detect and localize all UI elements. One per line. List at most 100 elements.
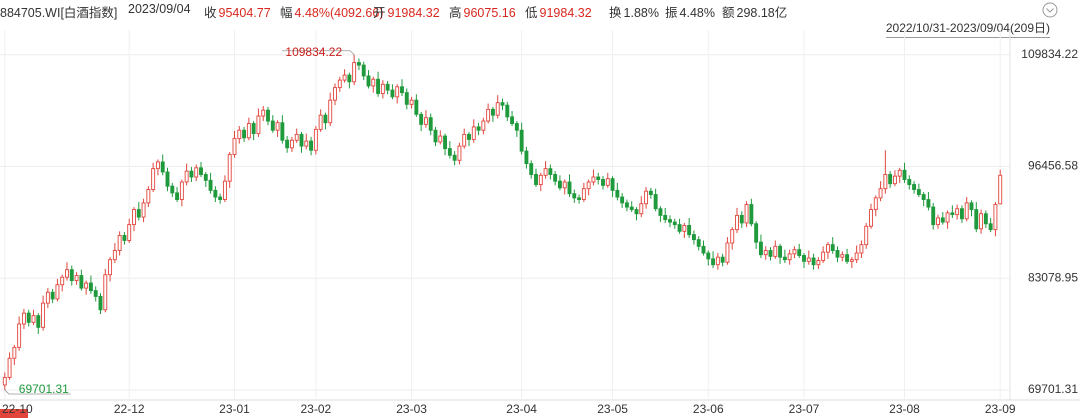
candle-body [313,128,318,151]
candle-body [222,180,227,200]
candle-body [21,312,26,325]
candle-body [404,92,409,105]
candle-body [816,260,821,266]
x-tick-label: 23-04 [506,402,537,416]
x-tick-label: 22-12 [114,402,145,416]
candle-body [184,170,189,183]
candle-body [596,176,601,180]
candle-body [998,174,1003,205]
candle-body [409,99,414,105]
candle-body [447,148,452,156]
candle-body [538,174,543,185]
candle-body [687,224,692,236]
candle-body [682,224,687,232]
candle-body [615,189,620,198]
candle-body [658,208,663,216]
y-tick-label: 83078.95 [1028,270,1078,284]
field-value: 1.88% [623,6,659,20]
candle-body [376,78,381,94]
candle-body [830,244,835,251]
candle-body [194,167,199,178]
candle-body [586,181,591,190]
candle-body [979,213,984,230]
field-value: 91984.32 [539,6,592,20]
candle-body [581,188,586,200]
candle-body [467,133,471,140]
date-range[interactable]: 2022/10/31-2023/09/04(209日) [885,19,1050,38]
candle-body [859,244,864,254]
candle-body [744,204,749,224]
candle-body [624,202,629,208]
field-label: 振 [665,6,678,20]
candle-body [711,258,716,266]
candle-body [787,253,792,261]
candle-body [825,244,830,253]
candle-body [318,114,323,130]
candle-body [878,188,883,199]
candle-body [352,62,357,83]
max-leader [282,50,355,56]
candle-body [668,219,672,223]
candle-body [557,180,562,189]
candle-body [495,102,500,116]
candle-body [864,225,869,246]
field-label: 额 [722,6,735,20]
candle-body [208,179,213,191]
candle-body [41,302,46,328]
min-leader [4,389,71,395]
candle-body [74,275,79,282]
candle-body [524,150,529,165]
candle-body [227,153,232,182]
candle-body [309,140,314,151]
candle-body [179,181,184,200]
candle-body [285,139,290,149]
candle-body [151,168,156,190]
x-tick-label: 23-08 [889,402,920,416]
candle-body [620,196,625,204]
candle-body [725,242,730,263]
candle-body [691,234,696,241]
candle-body [730,229,735,244]
x-tick-label: 23-05 [597,402,628,416]
candle-body [840,254,845,258]
candle-body [36,315,41,328]
candle-body [902,169,907,180]
quote-date: 2023/09/04 [128,2,191,16]
field-label: 开 [373,6,386,20]
candle-body [160,161,165,173]
candle-body [328,99,333,124]
max-label: 109834.22 [285,45,342,59]
candle-body [323,114,328,124]
candle-body [534,174,538,185]
candle-body [84,282,89,289]
x-tick-label: 23-03 [396,402,427,416]
min-label: 69701.31 [19,382,69,396]
candle-body [438,135,443,143]
candle-body [112,250,117,261]
candle-body [802,255,806,262]
candle-body [122,235,127,241]
candle-body [261,109,266,117]
candle-body [577,197,582,200]
candle-body [127,224,132,241]
candle-body [648,190,653,195]
field-label: 低 [525,6,538,20]
candle-body [773,245,778,257]
candle-body [969,202,974,211]
candle-body [242,129,247,139]
candle-body [390,89,395,98]
candle-body [754,223,759,243]
candle-body [940,217,945,223]
candle-body [481,120,486,131]
menu-icon[interactable] [1042,2,1058,18]
candle-body [136,209,141,218]
candle-body [763,250,768,256]
candle-body [821,251,826,261]
candle-body [720,256,725,263]
candle-body [280,122,285,141]
candle-body [845,254,850,262]
candle-body [921,194,926,200]
candle-body [835,250,840,258]
candle-body [945,212,950,223]
candle-body [572,193,577,199]
